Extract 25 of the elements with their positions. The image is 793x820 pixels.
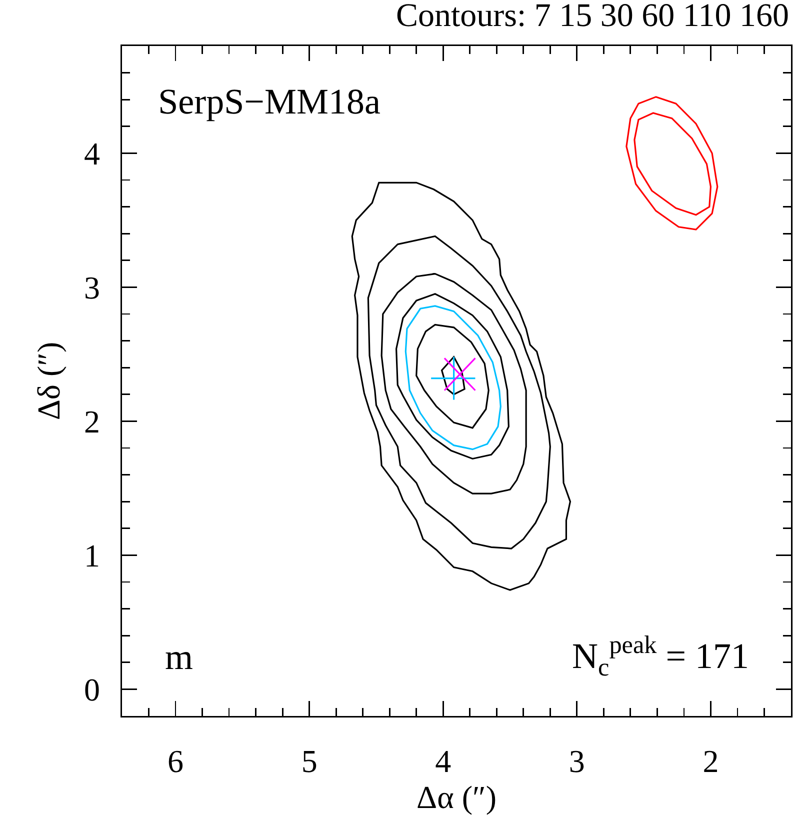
- y-tick-label: 3: [84, 269, 100, 306]
- text: Contours: 7 15 30 60 110 160: [396, 0, 789, 34]
- line-series: [626, 96, 718, 230]
- x-tick-label: 3: [568, 743, 585, 779]
- line-series: [634, 112, 712, 216]
- x-tick-label: 5: [301, 743, 318, 779]
- line-series: [395, 293, 510, 460]
- y-tick-label: 2: [84, 403, 100, 440]
- x-tick-label: 6: [168, 743, 184, 779]
- line-series: [416, 324, 490, 429]
- y-axis-title: Δδ (″): [30, 342, 67, 420]
- annotation: N$_{c}$$^{peak}$ = 171: [572, 632, 750, 682]
- line-series: [440, 356, 466, 396]
- y-tick-label: 4: [84, 135, 100, 172]
- x-tick-label: 4: [435, 743, 452, 779]
- y-tick-label: 0: [84, 671, 100, 708]
- line-series: [404, 305, 502, 450]
- annotation: m: [165, 637, 194, 677]
- x-tick-label: 2: [702, 743, 719, 779]
- y-tick-label: 1: [84, 537, 100, 574]
- x-axis-title: Δα (″): [416, 779, 496, 815]
- line-series: [367, 235, 551, 550]
- line-series: [380, 273, 527, 494]
- line-series: [351, 182, 572, 591]
- text: SerpS−MM18a: [158, 82, 380, 122]
